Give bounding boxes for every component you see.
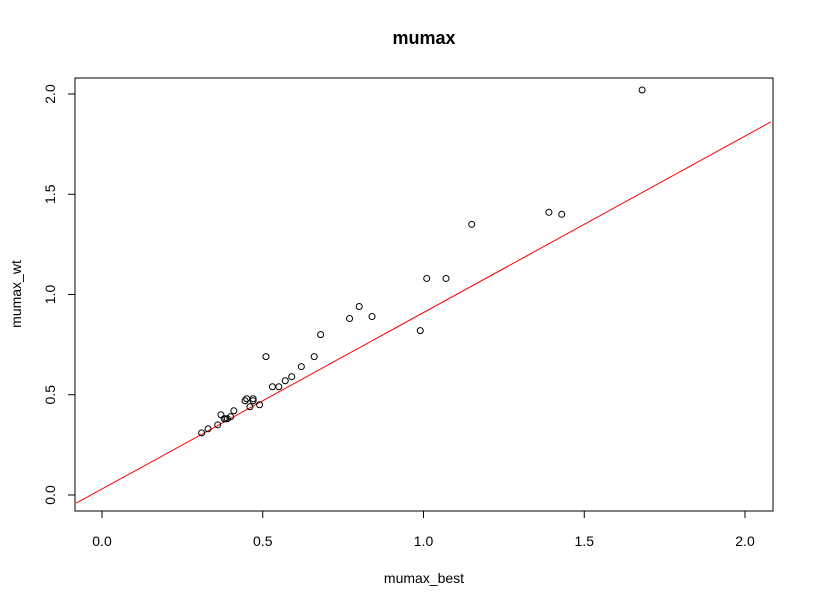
data-point: [227, 413, 235, 421]
data-point: [545, 208, 553, 216]
data-point: [317, 331, 325, 339]
fit-line-layer: [76, 121, 771, 504]
points-layer: [198, 86, 646, 437]
data-point: [204, 425, 212, 433]
data-point: [423, 274, 431, 282]
data-point: [355, 303, 363, 311]
x-tick-label: 2.0: [735, 533, 755, 549]
x-tick-label: 1.0: [414, 533, 434, 549]
chart-title: mumax: [392, 28, 456, 48]
data-point: [198, 429, 206, 437]
y-axis: 0.0 0.5 1.0 1.5 2.0: [42, 84, 76, 505]
data-point: [249, 395, 257, 403]
y-tick-label: 0.5: [42, 385, 58, 405]
data-point: [256, 401, 264, 409]
data-point: [241, 397, 249, 405]
x-axis-label: mumax_best: [383, 570, 465, 586]
data-point: [346, 315, 354, 323]
x-axis: 0.0 0.5 1.0 1.5 2.0: [92, 510, 755, 549]
fit-line: [76, 121, 771, 504]
data-point: [297, 363, 305, 371]
y-tick-label: 0.0: [42, 485, 58, 505]
y-tick-label: 1.5: [42, 184, 58, 204]
data-point: [249, 397, 257, 405]
data-point: [310, 353, 318, 361]
data-point: [275, 383, 283, 391]
y-tick-label: 1.0: [42, 285, 58, 305]
data-point: [288, 373, 296, 381]
data-point: [468, 220, 476, 228]
data-point: [638, 86, 646, 94]
data-point: [368, 313, 376, 321]
x-tick-label: 1.5: [575, 533, 595, 549]
data-point: [214, 421, 222, 429]
x-tick-label: 0.5: [253, 533, 273, 549]
data-point: [416, 327, 424, 335]
data-point: [281, 377, 289, 385]
data-point: [442, 274, 450, 282]
data-point: [558, 210, 566, 218]
data-point: [230, 407, 238, 415]
y-tick-label: 2.0: [42, 84, 58, 104]
data-point: [246, 403, 254, 411]
data-point: [262, 353, 270, 361]
data-point: [268, 383, 276, 391]
x-tick-label: 0.0: [92, 533, 112, 549]
